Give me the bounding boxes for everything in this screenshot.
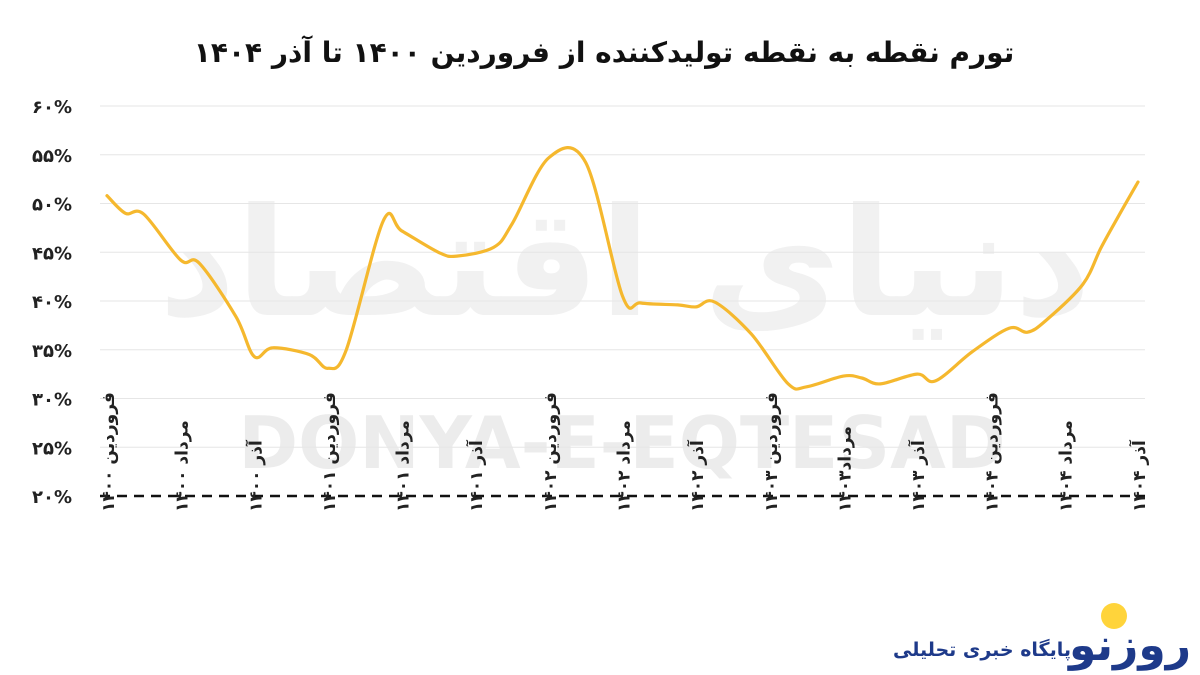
x-tick-label: مرداد۱۴۰۳ [835,426,855,512]
x-tick-label: فروردین ۱۴۰۰ [99,392,119,512]
x-tick-label: آذر ۱۴۰۴ [1128,439,1150,512]
y-tick-label: ۴۰% [32,292,72,313]
y-tick-label: ۵۵% [32,146,72,167]
logo-dot [1101,603,1127,629]
watermark: دنیای اقتصاد DONYA-E-EQTESAD [159,177,1092,485]
y-tick-label: ۲۰% [32,487,72,508]
logo-mark: روزنو [1067,620,1191,671]
grid [100,105,1145,498]
x-tick-label: مرداد ۱۴۰۴ [1056,420,1076,512]
watermark-latin: DONYA-E-EQTESAD [238,401,1005,485]
x-tick-label: مرداد ۱۴۰۲ [615,420,635,512]
y-tick-label: ۲۵% [32,438,72,459]
series [105,146,1140,391]
y-tick-label: ۶۰% [32,97,72,118]
logo: روزنو پایگاه خبری تحلیلی [893,603,1191,671]
x-tick-label: مرداد ۱۴۰۱ [394,420,414,512]
logo-tagline: پایگاه خبری تحلیلی [893,638,1071,661]
y-axis: ۲۰% ۲۵% ۳۰% ۳۵% ۴۰% ۴۵% ۵۰% ۵۵% ۶۰% [32,97,72,508]
x-tick-label: فروردین ۱۴۰۱ [320,392,340,512]
x-axis: فروردین ۱۴۰۰ مرداد ۱۴۰۰ آذر ۱۴۰۰ فروردین ۱۴… [99,392,1150,512]
x-tick-label: آذر ۱۴۰۲ [686,439,708,512]
y-tick-label: ۴۵% [32,243,72,264]
y-tick-label: ۳۵% [32,341,72,362]
y-tick-label: ۵۰% [32,195,72,216]
x-tick-label: آذر ۱۴۰۱ [465,439,487,512]
x-tick-label: آذر ۱۴۰۰ [244,439,266,512]
watermark-arabic: دنیای اقتصاد [159,177,1092,351]
x-tick-label: فروردین ۱۴۰۴ [983,392,1003,512]
x-tick-label: مرداد ۱۴۰۰ [173,420,193,512]
y-tick-label: ۳۰% [32,390,72,411]
chart-title: تورم نقطه به نقطه تولیدکننده از فروردین … [194,35,1014,69]
x-tick-label: فروردین ۱۴۰۳ [762,392,782,512]
x-tick-label: فروردین ۱۴۰۲ [541,392,561,512]
x-tick-label: آذر ۱۴۰۳ [907,439,929,512]
